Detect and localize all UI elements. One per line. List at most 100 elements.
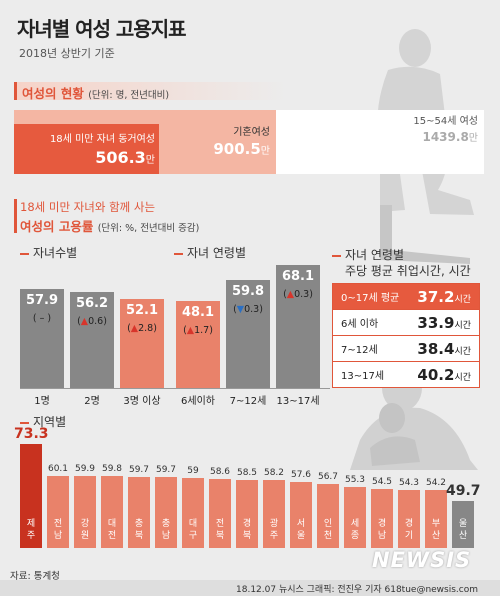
up-triangle-icon: ▲ [186,325,195,337]
children-value-label: 56.2 [75,295,109,311]
hours-row-13-17: 13~17세 40.2시간 [333,361,479,387]
age-change-label: (▼0.3) [233,304,263,316]
region-value-label: 56.7 [317,471,339,482]
age-value-label: 59.8 [231,284,265,300]
children-category-label: 2명 [84,396,100,407]
box1-value: 506.3만 [95,148,155,167]
box3-label: 15~54세 여성 [413,116,478,127]
box-women-with-children [14,124,159,174]
by-child-age-chart: 48.1 (▲1.7) 6세이하 59.8 (▼0.3) 7~12세 68.1 (▲0.3) 1… [176,262,328,407]
region-value-label: 59.8 [101,464,123,475]
region-value-label: 73.3 [14,426,49,443]
age-change-label: (▲0.3) [283,289,313,301]
age-bar: 68.1 (▲0.3) [276,265,320,388]
region-value-label: 55.3 [344,475,366,486]
region-value-label: 54.2 [425,477,447,488]
credit-label: 18.12.07 뉴시스 그래픽: 전진우 기자 618tue@newsis.c… [236,585,479,595]
section1-unit: (단위: 명, 전년대비) [88,90,170,101]
age-value-label: 48.1 [181,305,215,321]
region-heading: 지역별 [20,413,66,430]
children-bar: 56.2 (▲0.6) [70,291,114,388]
hours-heading: 자녀 연령별 주당 평균 취업시간, 시간 [332,247,471,279]
region-value-label: 59.7 [155,464,177,475]
box2-label: 기혼여성 [233,127,270,138]
box1-label: 18세 미만 자녀 동거여성 [49,134,155,145]
region-value-label: 59 [187,466,199,477]
box2-value: 900.5만 [213,140,270,158]
region-value-label: 59.7 [128,464,150,475]
up-triangle-icon: ▲ [80,315,89,327]
region-value-label: 49.7 [446,482,481,499]
region-value-label: 58.5 [236,467,258,478]
up-triangle-icon: ▲ [130,322,139,334]
page-subtitle: 2018년 상반기 기준 [19,47,115,60]
page-title: 자녀별 여성 고용지표 [17,17,187,41]
section2-heading-marker [14,199,17,233]
region-value-label: 58.2 [263,468,285,479]
children-bar: 52.1 (▲2.8) [120,298,164,388]
age-category-label: 13~17세 [276,396,320,407]
section2-unit: (단위: %, 전년대비 증감) [97,223,200,234]
hours-table: 0~17세 평균 37.2시간 6세 이하 33.9시간 7~12세 38.4시간 1… [332,283,480,388]
age-value-label: 68.1 [281,269,315,285]
section1-heading: 여성의 현황 (단위: 명, 전년대비) [22,86,170,101]
region-value-label: 57.6 [290,469,312,480]
region-value-label: 54.5 [371,477,393,488]
by-children-chart: 57.9 ( – ) 1명 56.2 (▲0.6) 2명 52.1 (▲2.8) 3명 이상 [20,268,170,407]
children-change-label: ( – ) [32,312,52,324]
age-bar: 48.1 (▲1.7) [176,301,220,388]
up-triangle-icon: ▲ [286,289,295,301]
children-value-label: 52.1 [125,302,159,318]
section1-heading-bar [14,82,287,100]
children-category-label: 1명 [34,396,50,407]
children-change-label: (▲2.8) [127,322,157,334]
bar-baseline [20,388,330,389]
age-change-label: (▲1.7) [183,325,213,337]
by-child-age-heading: 자녀 연령별 [174,244,246,261]
source-label: 자료: 통계청 [10,571,60,582]
region-value-label: 58.6 [209,467,231,478]
hours-row-under6: 6세 이하 33.9시간 [333,309,479,335]
newsis-logo: NEWSIS [372,548,472,572]
children-category-label: 3명 이상 [123,396,161,407]
section2-heading-line1: 18세 미만 자녀와 함께 사는 [20,200,156,214]
footer-bar [0,580,500,596]
age-category-label: 7~12세 [229,396,267,407]
age-bar: 59.8 (▼0.3) [226,280,270,388]
hours-row-7-12: 7~12세 38.4시간 [333,335,479,361]
box3-value: 1439.8만 [422,130,478,144]
